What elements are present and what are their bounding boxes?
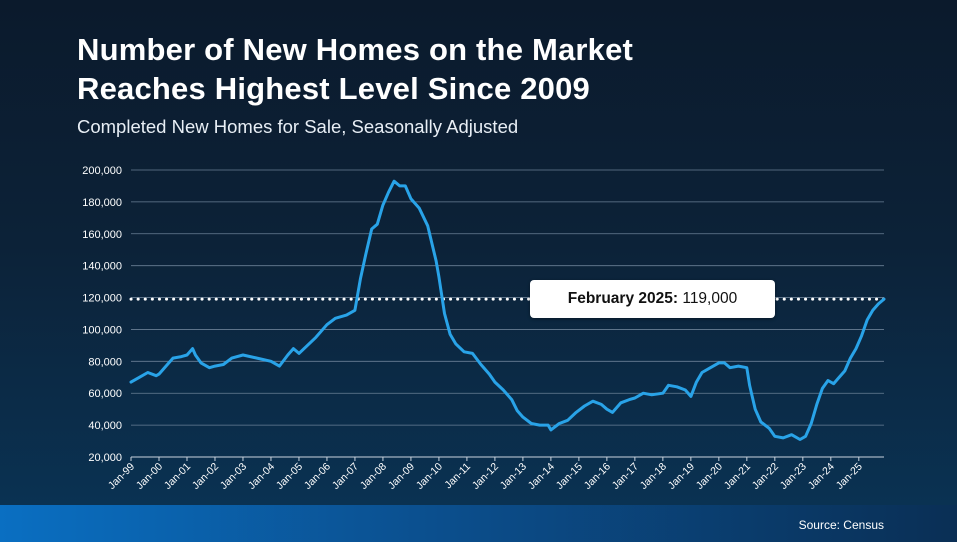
y-tick-label: 160,000 [82, 229, 122, 241]
chart-title-line-1: Number of New Homes on the Market [77, 32, 634, 67]
x-tick-label: Jan-04 [246, 461, 277, 492]
y-tick-label: 180,000 [82, 197, 122, 209]
x-tick-label: Jan-03 [218, 461, 249, 492]
y-tick-label: 40,000 [88, 420, 122, 432]
x-tick-label: Jan-19 [666, 461, 697, 492]
x-tick-label: Jan-07 [330, 461, 361, 492]
x-tick-label: Jan-06 [302, 461, 333, 492]
x-tick-label: Jan-01 [162, 461, 193, 492]
x-tick-label: Jan-22 [750, 461, 781, 492]
y-tick-label: 120,000 [82, 293, 122, 305]
x-tick-label: Jan-08 [358, 461, 389, 492]
x-tick-label: Jan-18 [638, 461, 669, 492]
x-tick-label: Jan-15 [554, 461, 585, 492]
callout-feb-2025: February 2025: 119,000 [530, 280, 775, 318]
x-tick-label: Jan-02 [190, 461, 221, 492]
y-tick-label: 140,000 [82, 261, 122, 273]
footer-bar [0, 505, 957, 542]
y-tick-label: 60,000 [88, 388, 122, 400]
x-tick-label: Jan-09 [386, 461, 417, 492]
chart-subtitle: Completed New Homes for Sale, Seasonally… [77, 116, 519, 137]
y-tick-label: 80,000 [88, 356, 122, 368]
x-tick-label: Jan-23 [778, 461, 809, 492]
x-tick-label: Jan-17 [610, 461, 641, 492]
source-note: Source: Census [798, 518, 884, 532]
y-axis-ticks: 20,000 40,000 60,000 80,000 100,000 120,000 14… [82, 165, 122, 464]
x-tick-label: Jan-25 [834, 461, 865, 492]
chart-title: Number of New Homes on the Market Reache… [77, 30, 633, 108]
x-tick-label: Jan-00 [134, 461, 165, 492]
line-chart: 20,000 40,000 60,000 80,000 100,000 120,000 14… [82, 165, 886, 492]
x-tick-label: Jan-21 [722, 461, 753, 492]
callout-value: 119,000 [682, 290, 738, 307]
x-tick-label: Jan-13 [498, 461, 529, 492]
x-tick-label: Jan-99 [106, 461, 137, 492]
x-tick-label: Jan-14 [526, 461, 557, 492]
x-tick-label: Jan-20 [694, 461, 725, 492]
series-line-new-homes-for-sale [129, 179, 886, 441]
chart-title-line-2: Reaches Highest Level Since 2009 [77, 71, 590, 106]
callout-label: February 2025: [567, 290, 679, 307]
x-tick-label: Jan-10 [414, 461, 445, 492]
x-tick-label: Jan-24 [806, 461, 837, 492]
x-tick-label: Jan-11 [442, 461, 473, 492]
x-axis-ticks: Jan-99Jan-00Jan-01Jan-02Jan-03Jan-04Jan-… [106, 457, 865, 492]
x-tick-label: Jan-12 [470, 461, 501, 492]
y-tick-label: 20,000 [88, 452, 122, 464]
x-tick-label: Jan-16 [582, 461, 613, 492]
y-tick-label: 100,000 [82, 324, 122, 336]
x-tick-label: Jan-05 [274, 461, 305, 492]
y-tick-label: 200,000 [82, 165, 122, 177]
